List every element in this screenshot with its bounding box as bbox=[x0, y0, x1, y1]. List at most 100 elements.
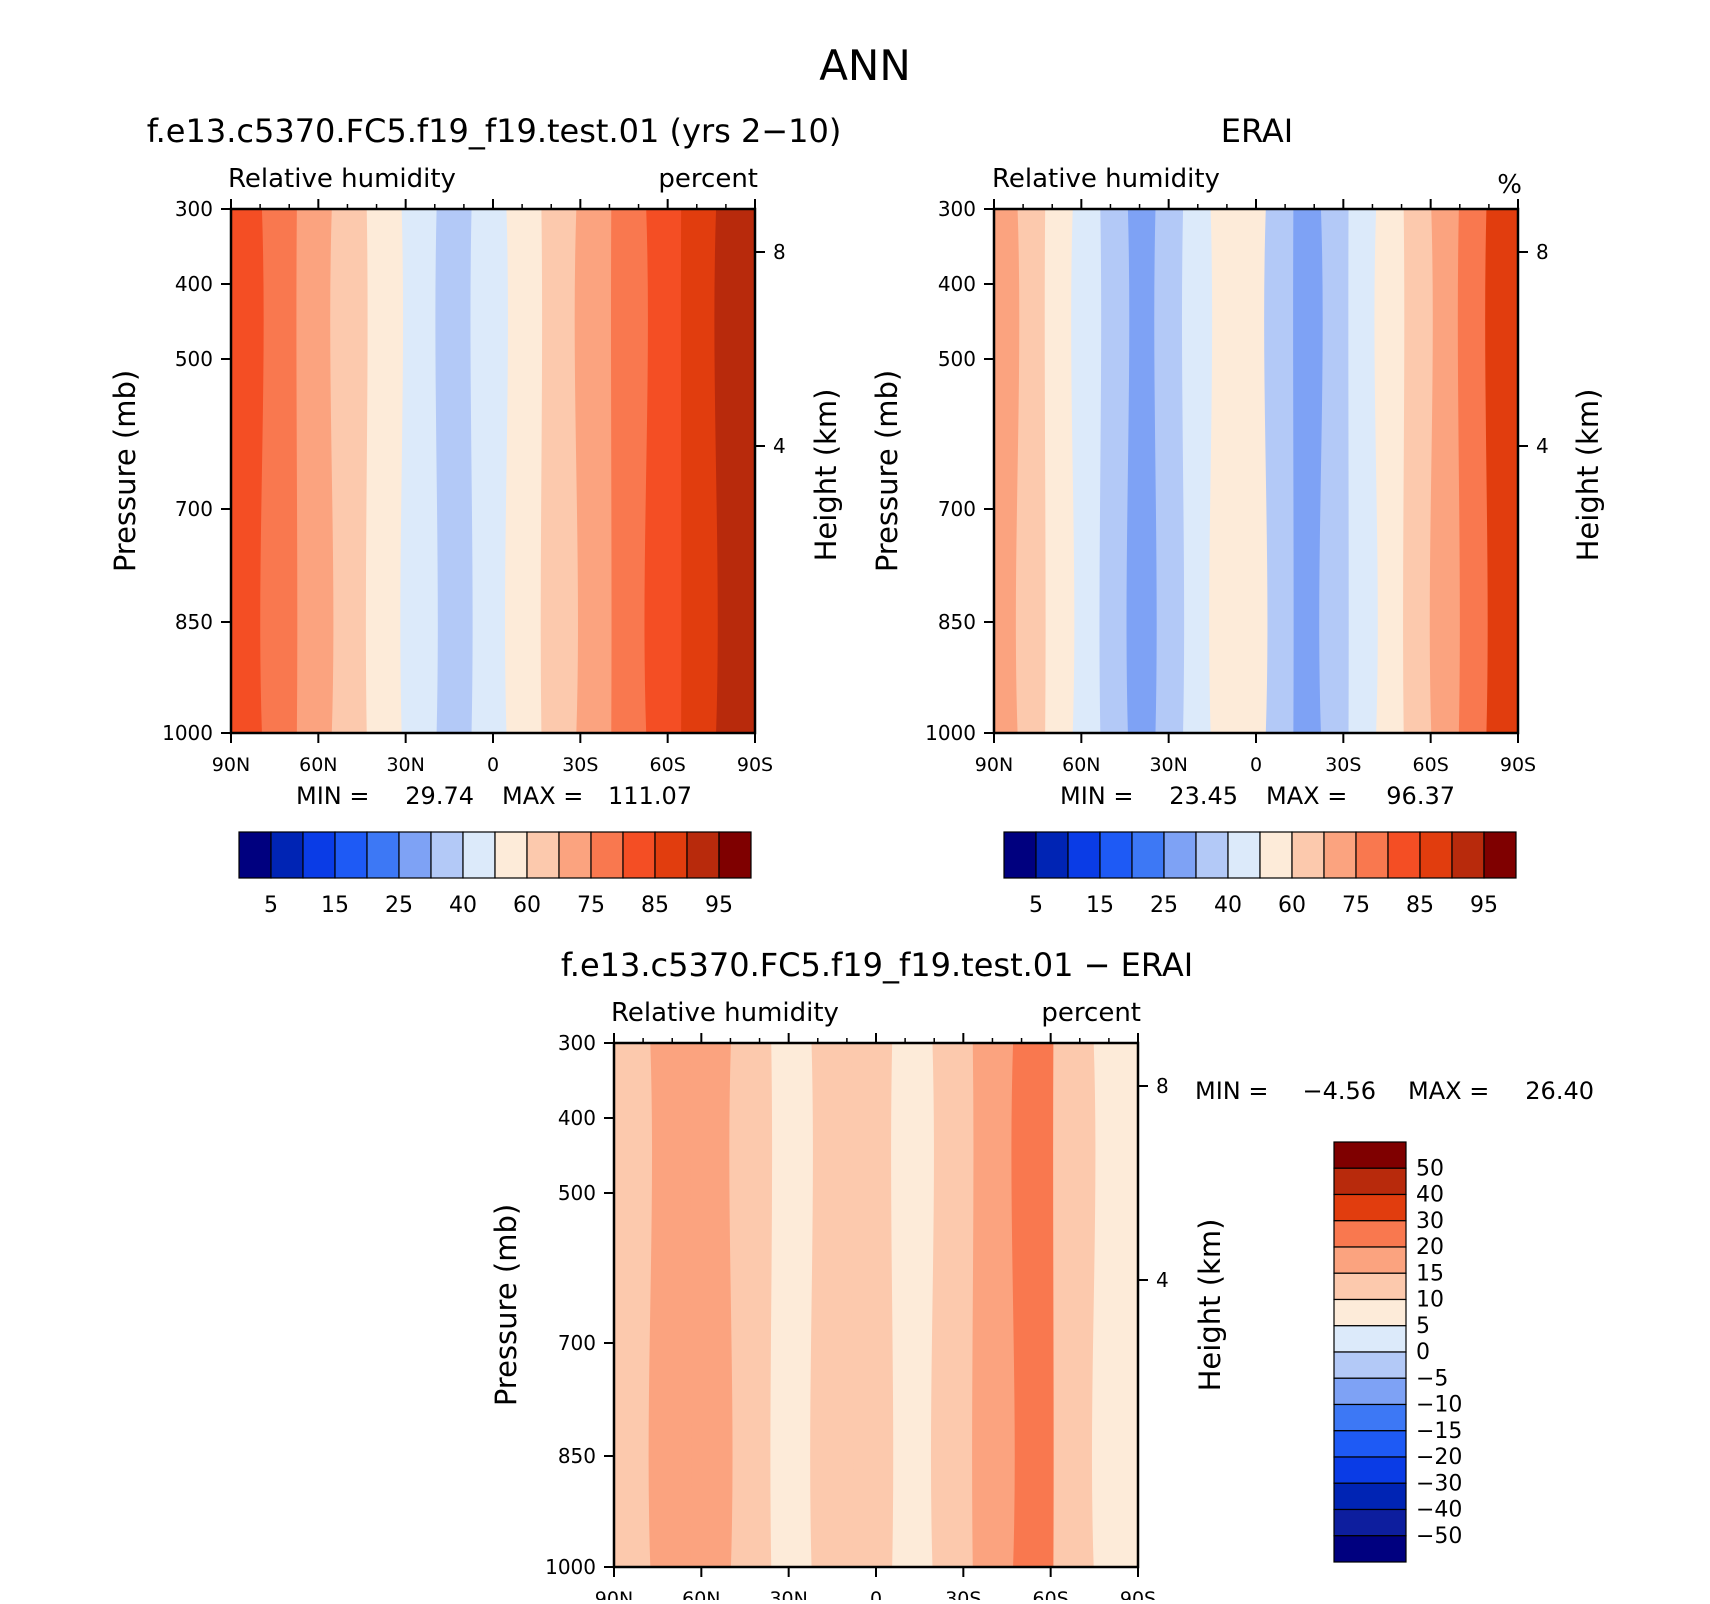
contour-band bbox=[1053, 1043, 1104, 1567]
colorbar-swatch bbox=[718, 831, 752, 879]
colorbar-label: 15 bbox=[321, 893, 349, 918]
colorbar-swatch bbox=[366, 831, 400, 879]
y-right-tick-label: 4 bbox=[1536, 434, 1549, 458]
colorbar-label: 95 bbox=[1470, 893, 1498, 918]
colorbar-swatch bbox=[1195, 831, 1229, 879]
contour-band bbox=[729, 1043, 783, 1567]
contour-band bbox=[972, 1043, 1024, 1567]
colorbar-label: 25 bbox=[385, 893, 413, 918]
colorbar-swatch bbox=[526, 831, 560, 879]
colorbar-label: 10 bbox=[1416, 1288, 1444, 1313]
colorbar-swatch bbox=[1333, 1482, 1407, 1511]
colorbar-label: −40 bbox=[1416, 1498, 1462, 1523]
colorbar-swatch bbox=[1333, 1193, 1407, 1222]
x-tick-label: 90N bbox=[212, 754, 250, 776]
contour-band bbox=[810, 1043, 864, 1567]
panel-obs: ERAI Relative humidity % 90N 60N 30N 0 30S 60… bbox=[870, 112, 1605, 918]
colorbar-swatch bbox=[1333, 1351, 1407, 1379]
colorbar-swatch bbox=[1333, 1535, 1407, 1563]
colorbar-swatch bbox=[1323, 831, 1357, 879]
y-right-tick-label: 8 bbox=[1536, 240, 1549, 264]
colorbar-label: 5 bbox=[1029, 893, 1043, 918]
contour-band bbox=[850, 1043, 904, 1567]
max-label: MAX = bbox=[1408, 1077, 1489, 1105]
colorbar-swatch bbox=[1333, 1246, 1407, 1274]
colorbar-label: −15 bbox=[1416, 1419, 1462, 1444]
min-value: 23.45 bbox=[1169, 782, 1238, 810]
y-tick-label: 700 bbox=[938, 497, 976, 521]
contour-band bbox=[1011, 1043, 1066, 1567]
colorbar-label: 40 bbox=[1416, 1183, 1444, 1208]
colorbar-label: 15 bbox=[1416, 1261, 1444, 1286]
panel-title: ERAI bbox=[1221, 112, 1293, 150]
colorbar-swatch bbox=[1099, 831, 1133, 879]
colorbar: 5 15 25 40 60 75 85 95 bbox=[238, 831, 752, 918]
colorbar-swatch bbox=[1333, 1272, 1407, 1301]
min-value: 29.74 bbox=[405, 782, 474, 810]
colorbar-swatch bbox=[1333, 1325, 1407, 1353]
x-tick-label: 30S bbox=[945, 1588, 981, 1600]
colorbar-swatch bbox=[430, 831, 464, 879]
colorbar-swatch bbox=[1333, 1167, 1407, 1196]
colorbar-swatch bbox=[1419, 831, 1453, 879]
x-tick-label: 0 bbox=[487, 754, 499, 776]
y-tick-label: 400 bbox=[938, 272, 976, 296]
min-label: MIN = bbox=[296, 782, 369, 810]
x-tick-label: 60N bbox=[299, 754, 337, 776]
colorbar-swatch bbox=[1355, 831, 1389, 879]
colorbar-swatch bbox=[1333, 1298, 1407, 1327]
y-tick-label: 500 bbox=[558, 1181, 596, 1205]
colorbar-swatch bbox=[462, 831, 496, 879]
units-label: % bbox=[1497, 170, 1522, 200]
colorbar-swatch bbox=[1333, 1403, 1407, 1432]
y-tick-label: 850 bbox=[938, 610, 976, 634]
colorbar-swatch bbox=[1131, 831, 1165, 879]
colorbar-label: 60 bbox=[513, 893, 541, 918]
colorbar-swatch bbox=[1483, 831, 1517, 879]
colorbar-swatch bbox=[1333, 1456, 1407, 1484]
y-tick-label: 400 bbox=[558, 1106, 596, 1130]
variable-label: Relative humidity bbox=[228, 164, 456, 194]
x-tick-label: 30N bbox=[386, 754, 424, 776]
contour-band bbox=[930, 1043, 985, 1567]
y-tick-label: 300 bbox=[175, 197, 213, 221]
contour-band bbox=[574, 209, 623, 733]
colorbar-swatch bbox=[334, 831, 368, 879]
min-label: MIN = bbox=[1060, 782, 1133, 810]
y-tick-label: 400 bbox=[175, 272, 213, 296]
page-title: ANN bbox=[819, 41, 911, 90]
x-tick-label: 60S bbox=[1413, 754, 1449, 776]
colorbar-label: 75 bbox=[577, 893, 605, 918]
y-tick-label: 500 bbox=[175, 347, 213, 371]
units-label: percent bbox=[658, 164, 758, 194]
axes: 90N 60N 30N 0 30S 60S 90S 300 400 500 700 850 1000 8 4 bbox=[162, 197, 786, 776]
colorbar-label: −30 bbox=[1416, 1471, 1462, 1496]
colorbar-label: 5 bbox=[1416, 1314, 1430, 1339]
colorbar-swatch bbox=[622, 831, 656, 879]
colorbar-swatch bbox=[238, 831, 272, 879]
x-tick-label: 90S bbox=[1120, 1588, 1156, 1600]
contour-band bbox=[1485, 209, 1518, 733]
colorbar-label: 40 bbox=[449, 893, 477, 918]
colorbar-label: 50 bbox=[1416, 1156, 1444, 1181]
y-tick-label: 850 bbox=[175, 610, 213, 634]
y-tick-label: 850 bbox=[558, 1444, 596, 1468]
x-tick-label: 90N bbox=[975, 754, 1013, 776]
max-label: MAX = bbox=[502, 782, 583, 810]
contour-field bbox=[614, 1043, 1138, 1567]
y-right-tick-label: 4 bbox=[773, 434, 786, 458]
colorbar-label: 20 bbox=[1416, 1235, 1444, 1260]
y-right-axis-label: Height (km) bbox=[1571, 389, 1605, 562]
max-value: 111.07 bbox=[608, 782, 692, 810]
colorbar-swatch bbox=[398, 831, 432, 879]
x-tick-label: 90S bbox=[1500, 754, 1536, 776]
contour-band bbox=[770, 1043, 823, 1567]
colorbar-swatch bbox=[1387, 831, 1421, 879]
x-tick-label: 0 bbox=[870, 1588, 882, 1600]
contour-field bbox=[994, 209, 1518, 733]
colorbar-swatch bbox=[270, 831, 304, 879]
variable-label: Relative humidity bbox=[992, 164, 1220, 194]
colorbar-label: 75 bbox=[1342, 893, 1370, 918]
max-value: 26.40 bbox=[1525, 1077, 1594, 1105]
